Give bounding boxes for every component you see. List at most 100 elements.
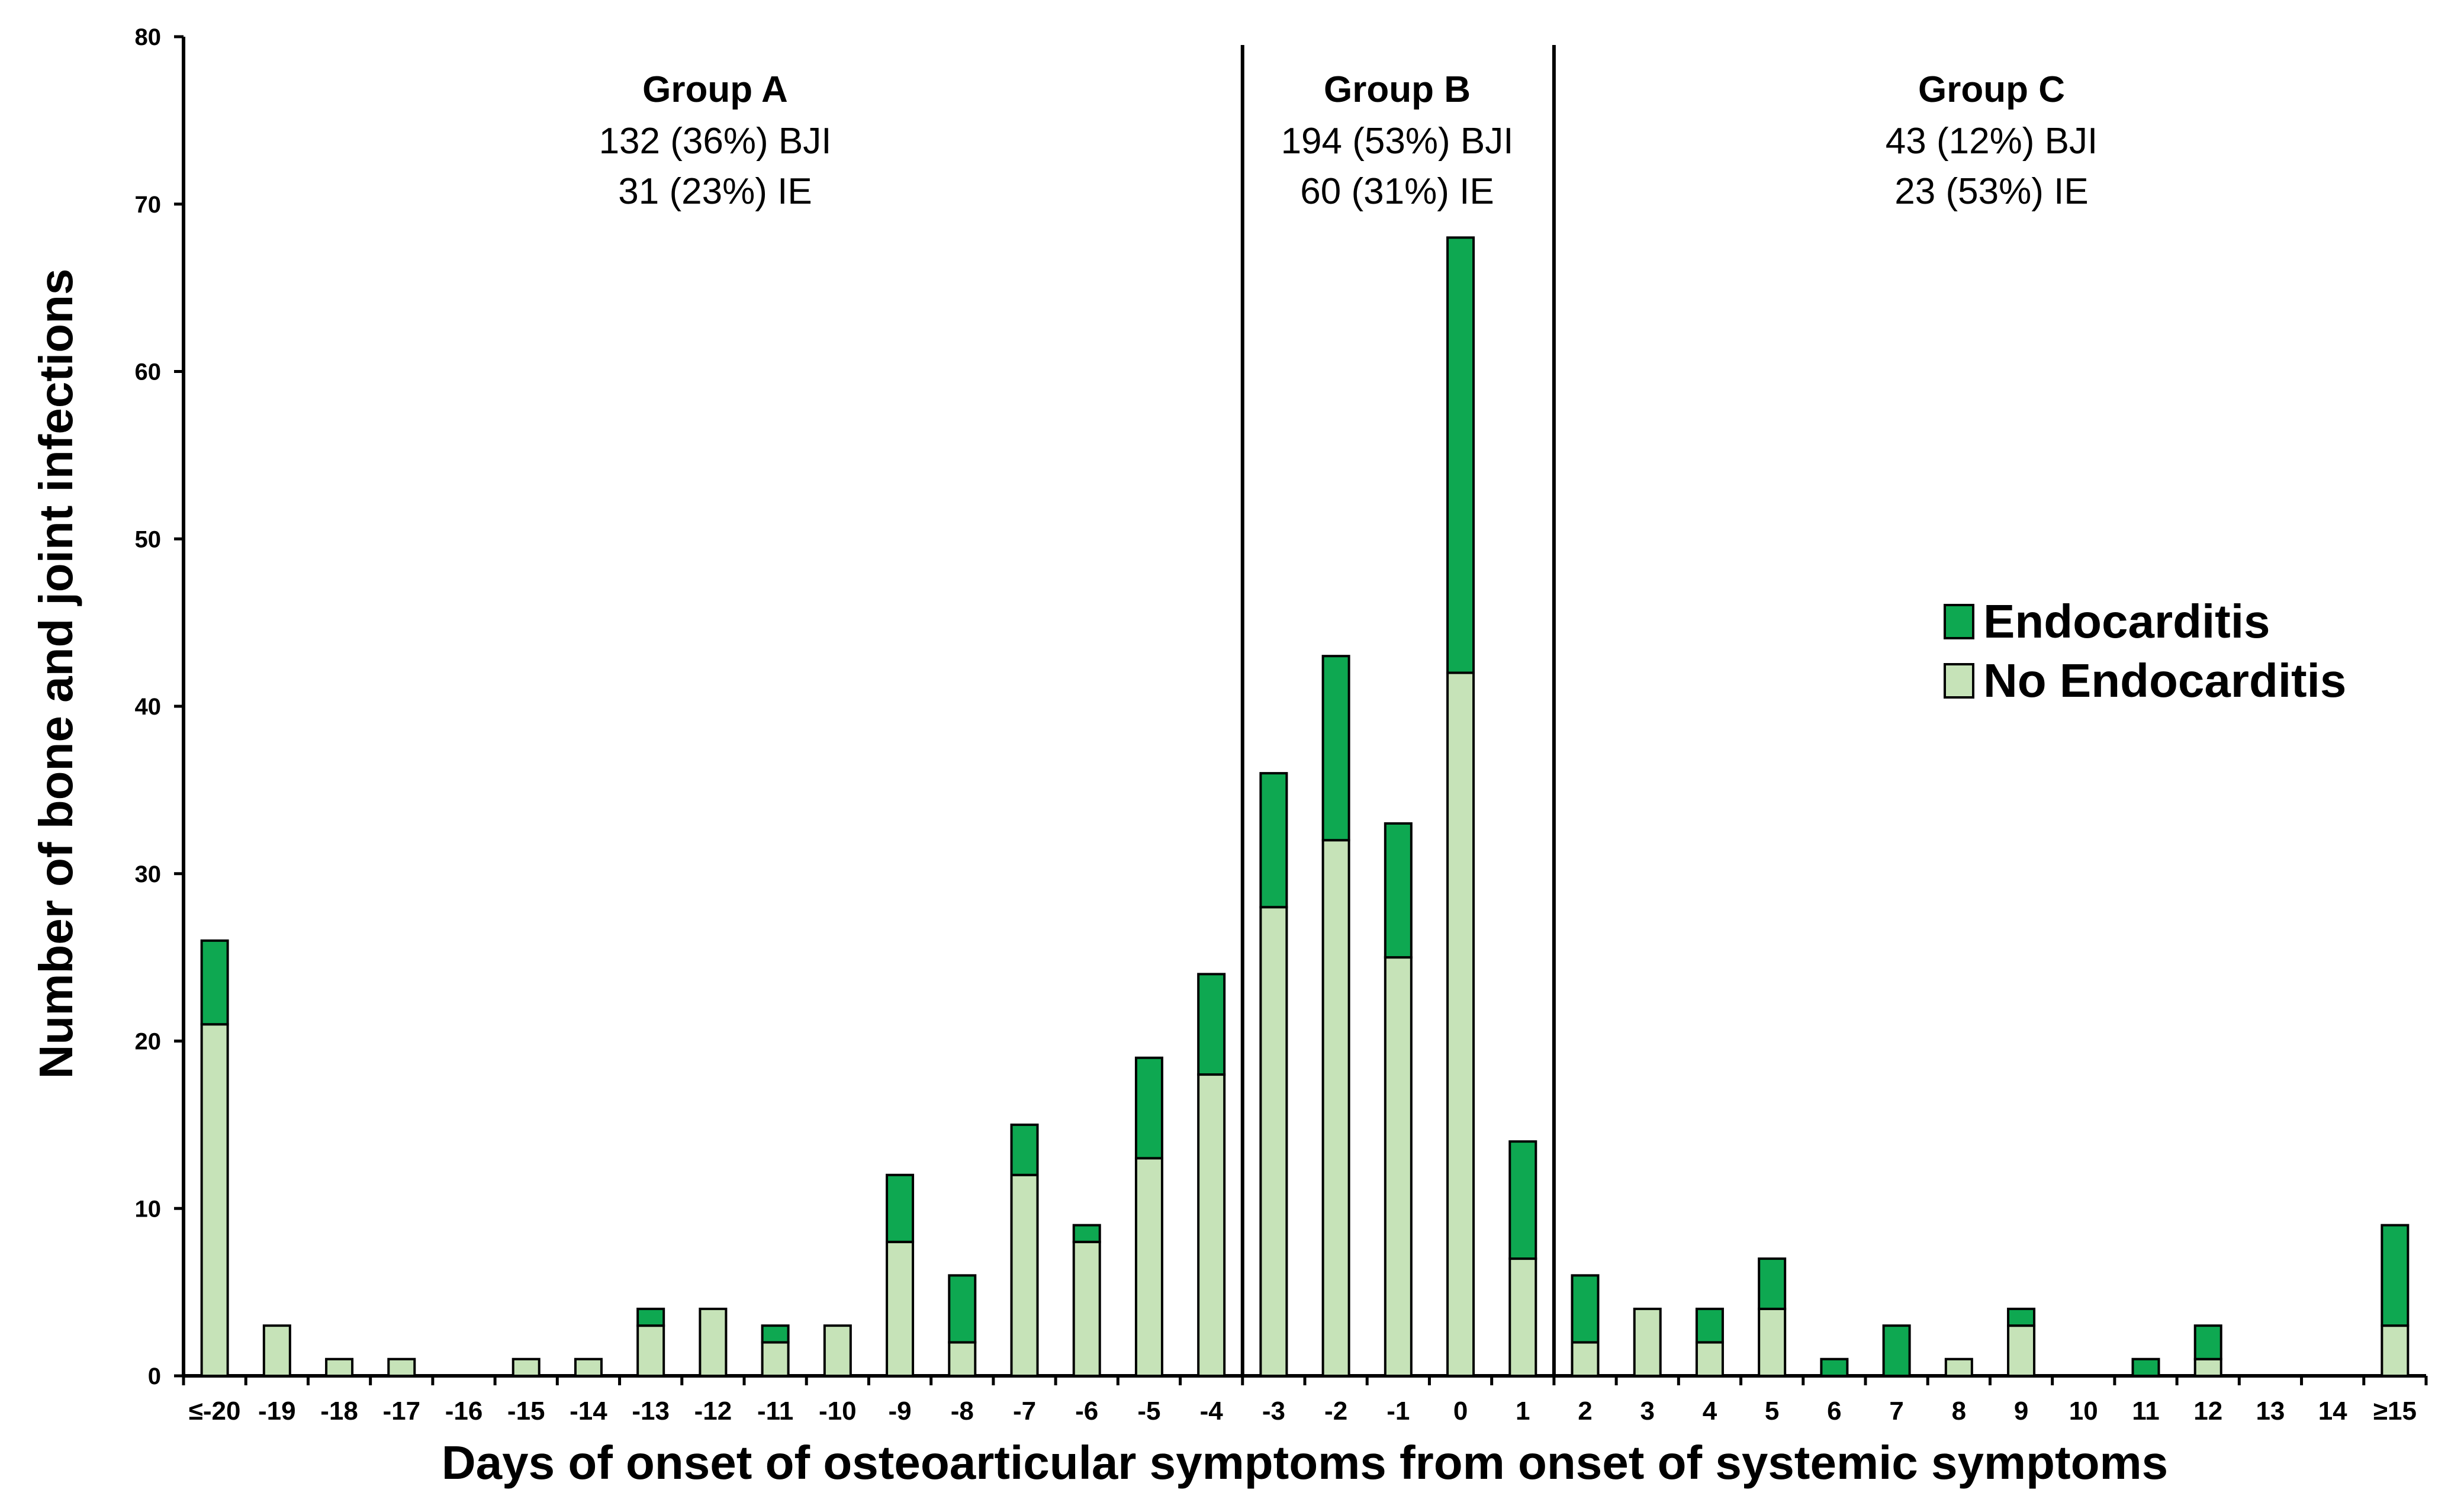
x-tick-label-7: 7 (1889, 1397, 1903, 1426)
bar-no-endocarditis-2 (1571, 1341, 1600, 1377)
bar-no-endocarditis-m6 (1072, 1240, 1101, 1378)
x-tick-label-m10: -10 (819, 1397, 857, 1426)
bar-endocarditis-m4 (1197, 973, 1226, 1076)
bar-no-endocarditis-m7 (1010, 1173, 1039, 1377)
bar-endocarditis-m7 (1010, 1123, 1039, 1176)
bar-no-endocarditis-m19 (262, 1324, 291, 1378)
bar-no-endocarditis-4 (1695, 1341, 1724, 1377)
x-tick-label-m19: -19 (258, 1397, 296, 1426)
group-a-title: Group A (642, 69, 788, 110)
bar-no-endocarditis-1 (1508, 1257, 1537, 1377)
bar-endocarditis-m5 (1134, 1056, 1163, 1160)
x-tick-label-m13: -13 (632, 1397, 670, 1426)
x-tick-label-8: 8 (1952, 1397, 1966, 1426)
x-tick-label-11: 11 (2132, 1397, 2160, 1426)
legend-label-no-endocarditis: No Endocarditis (1983, 654, 2346, 707)
x-tick-label-m12: -12 (694, 1397, 732, 1426)
bar-endocarditis-12 (2193, 1324, 2222, 1360)
x-tick-label-m11: -11 (757, 1397, 793, 1426)
x-tick-label-lem20: ≤-20 (189, 1397, 241, 1426)
bar-endocarditis-m2 (1321, 655, 1350, 842)
x-tick-label-5: 5 (1765, 1397, 1779, 1426)
group-a-ie: 31 (23%) IE (618, 171, 812, 212)
group-a-bji: 132 (36%) BJI (599, 121, 832, 162)
bar-endocarditis-2 (1571, 1274, 1600, 1344)
group-c-bji: 43 (12%) BJI (1886, 121, 2098, 162)
bar-endocarditis-m6 (1072, 1224, 1101, 1243)
y-axis-ticks: 0 10 20 30 40 50 60 70 80 (135, 24, 184, 1389)
x-tick-label-m3: -3 (1262, 1397, 1285, 1426)
group-b-annotation: Group B 194 (53%) BJI 60 (31%) IE (1281, 69, 1514, 212)
bar-no-endocarditis-m1 (1384, 956, 1413, 1377)
bar-no-endocarditis-m3 (1259, 906, 1288, 1378)
x-tick-label-m1: -1 (1387, 1397, 1410, 1426)
bar-endocarditis-m3 (1259, 772, 1288, 909)
x-tick-label-ge15: ≥15 (2373, 1397, 2417, 1426)
y-tick-label: 40 (135, 694, 162, 720)
bar-no-endocarditis-m14 (574, 1357, 603, 1378)
x-tick-label-m9: -9 (888, 1397, 911, 1426)
bar-endocarditis-5 (1758, 1257, 1787, 1310)
x-tick-label-12: 12 (2193, 1397, 2222, 1426)
group-c-ie: 23 (53%) IE (1894, 171, 2088, 212)
x-tick-label-m8: -8 (951, 1397, 974, 1426)
legend-swatch-endocarditis (1944, 604, 1974, 639)
bar-endocarditis-7 (1882, 1324, 1911, 1378)
group-dividers (1240, 45, 1556, 1376)
y-tick-label: 50 (135, 526, 162, 552)
x-tick-label-m18: -18 (320, 1397, 358, 1426)
bar-no-endocarditis-8 (1944, 1357, 1973, 1378)
bar-endocarditis-m11 (761, 1324, 790, 1344)
group-b-bji: 194 (53%) BJI (1281, 121, 1514, 162)
bar-endocarditis-m13 (636, 1307, 665, 1327)
bar-no-endocarditis-ge15 (2381, 1324, 2410, 1378)
y-tick-label: 70 (135, 192, 162, 218)
x-tick-label-2: 2 (1578, 1397, 1592, 1426)
y-tick-label: 60 (135, 359, 162, 385)
bar-endocarditis-9 (2007, 1307, 2036, 1327)
x-tick-label-m7: -7 (1013, 1397, 1036, 1426)
y-axis-title: Number of bone and joint infections (30, 269, 82, 1079)
x-tick-label-m4: -4 (1200, 1397, 1224, 1426)
group-c-annotation: Group C 43 (12%) BJI 23 (53%) IE (1886, 69, 2098, 212)
bar-no-endocarditis-lem20 (200, 1023, 229, 1377)
bar-endocarditis-m9 (886, 1173, 915, 1243)
x-tick-label-m15: -15 (507, 1397, 545, 1426)
group-b-title: Group B (1324, 69, 1471, 110)
bar-no-endocarditis-m2 (1321, 839, 1350, 1377)
x-tick-label-m5: -5 (1137, 1397, 1160, 1426)
bar-no-endocarditis-m18 (325, 1357, 354, 1378)
y-tick-label: 80 (135, 24, 162, 50)
y-tick-label: 10 (135, 1196, 162, 1222)
bar-no-endocarditis-0 (1446, 671, 1475, 1377)
y-tick-label: 0 (148, 1363, 161, 1389)
bar-no-endocarditis-m10 (823, 1324, 852, 1378)
x-tick-label-m6: -6 (1075, 1397, 1098, 1426)
group-a-annotation: Group A 132 (36%) BJI 31 (23%) IE (599, 69, 832, 212)
x-tick-label-14: 14 (2318, 1397, 2347, 1426)
x-tick-label-0: 0 (1453, 1397, 1468, 1426)
x-tick-label-13: 13 (2256, 1397, 2285, 1426)
bar-no-endocarditis-m11 (761, 1341, 790, 1377)
bar-no-endocarditis-m4 (1197, 1073, 1226, 1378)
y-tick-label: 30 (135, 861, 162, 887)
bar-endocarditis-m8 (948, 1274, 977, 1344)
legend: Endocarditis No Endocarditis (1944, 595, 2346, 707)
x-tick-label-m2: -2 (1324, 1397, 1347, 1426)
x-tick-label-10: 10 (2069, 1397, 2098, 1426)
bar-no-endocarditis-5 (1758, 1307, 1787, 1377)
bar-endocarditis-lem20 (200, 939, 229, 1026)
bar-no-endocarditis-m15 (512, 1357, 541, 1378)
x-axis-title: Days of onset of osteoarticular symptoms… (442, 1436, 2168, 1489)
x-tick-label-3: 3 (1640, 1397, 1654, 1426)
bars-layer (200, 236, 2410, 1378)
bar-endocarditis-11 (2131, 1357, 2160, 1378)
bar-no-endocarditis-m17 (387, 1357, 416, 1378)
bar-no-endocarditis-9 (2007, 1324, 2036, 1378)
bar-endocarditis-m1 (1384, 822, 1413, 959)
x-tick-label-m14: -14 (570, 1397, 607, 1426)
x-tick-label-m16: -16 (445, 1397, 483, 1426)
bar-no-endocarditis-m12 (699, 1307, 728, 1377)
bar-endocarditis-4 (1695, 1307, 1724, 1344)
